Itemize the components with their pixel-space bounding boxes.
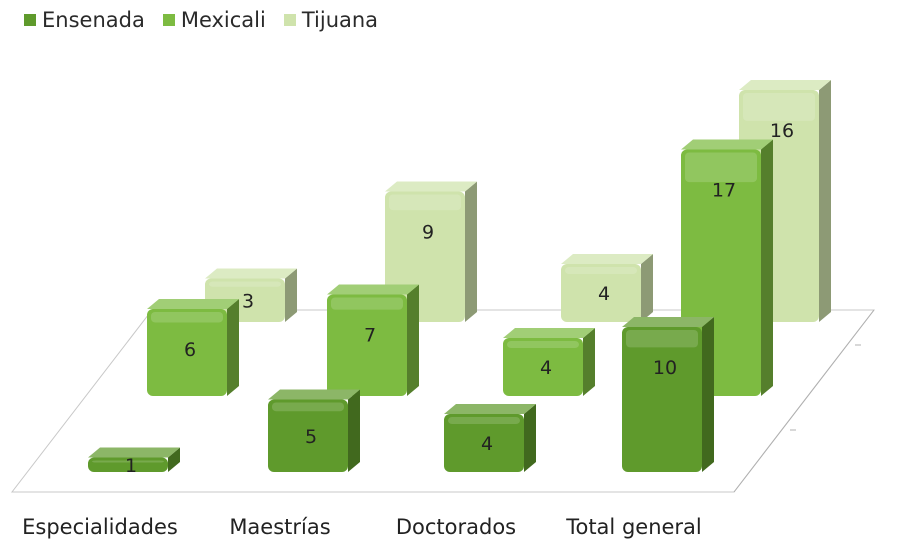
legend-item-ensenada: Ensenada [24,8,145,32]
bar-ensenada-2-side [524,404,536,472]
bar-ensenada-0-side [168,447,180,472]
bar-mexicali-0-label: 6 [184,339,196,361]
legend-item-tijuana: Tijuana [283,8,379,32]
bar-mexicali-1-side [407,284,419,396]
bar-mexicali-0-top [147,299,239,309]
bar-ensenada-1-top [268,389,360,400]
bar-ensenada-2: 4 [444,404,536,472]
bar-mexicali-3-side [761,139,773,396]
bar-ensenada-2-top [444,404,536,414]
bar-ensenada-3-front [622,327,702,472]
bar-mexicali-3-highlight [685,152,757,183]
bar-mexicali-0: 6 [147,299,239,396]
bar-tijuana-2-side [641,254,653,322]
bar-mexicali-1: 7 [327,284,419,396]
bar-mexicali-1-front [327,294,407,396]
depth-axis-line [733,309,875,493]
bar-mexicali-1-top [327,284,419,295]
bar-tijuana-3-top [739,80,831,90]
bar-mexicali-2-top [503,328,595,338]
bar-tijuana-1-highlight [389,194,461,211]
bar-ensenada-0-top [88,447,180,458]
bar-ensenada-3-side [702,317,714,472]
bar-ensenada-2-front [444,414,524,472]
bar-ensenada-2-highlight [448,417,520,424]
legend-item-mexicali: Mexicali [162,8,266,32]
bar-ensenada-0-label: 1 [125,455,137,477]
bar-tijuana-0-top [205,268,297,279]
bar-mexicali-3-label: 17 [712,180,736,202]
x-tick-label-0: Especialidades [22,515,178,539]
x-tick-label-1: Maestrías [229,515,330,539]
bar-tijuana-1-top [385,181,477,192]
bar-tijuana-1-side [465,181,477,322]
bar-tijuana-0-highlight [209,281,281,287]
x-axis-labels: Especialidades Maestrías Doctorados Total g… [22,515,702,539]
bar-ensenada-0-front [88,457,168,472]
bar-tijuana-3-highlight [743,93,815,121]
bar-ensenada-2-label: 4 [481,433,493,455]
legend-swatch-mexicali [162,14,175,26]
legend-swatch-tijuana [283,14,296,26]
legend: Ensenada Mexicali Tijuana [24,8,378,32]
bar-ensenada-0: 1 [88,447,180,477]
bar-tijuana-2-top [561,254,653,264]
legend-label-tijuana: Tijuana [301,8,379,32]
bar-mexicali-2-side [583,328,595,396]
legend-swatch-ensenada [24,14,36,26]
bar-ensenada-1-label: 5 [305,426,317,448]
bar-tijuana-0-side [285,268,297,322]
bar-ensenada-3-top [622,317,714,327]
legend-label-ensenada: Ensenada [42,8,145,32]
bar-tijuana-1-label: 9 [422,222,434,244]
bar-mexicali-2: 4 [503,328,595,396]
bar-ensenada-1: 5 [268,389,360,472]
bar-ensenada-1-side [348,389,360,472]
bar-tijuana-2: 4 [561,254,653,322]
bar-ensenada-3-label: 10 [653,357,677,379]
bar-mexicali-1-label: 7 [364,325,376,347]
bar-mexicali-0-side [227,299,239,396]
bar-mexicali-0-highlight [151,312,223,323]
x-tick-label-2: Doctorados [396,515,516,539]
bars-group: 3 9 4 16 6 7 4 17 1 5 4 10 [88,80,831,477]
bar-mexicali-0-front [147,309,227,396]
bar-ensenada-0-highlight [92,460,164,463]
bar-tijuana-2-highlight [565,267,637,274]
bar-ensenada-1-front [268,399,348,472]
legend-label-mexicali: Mexicali [180,8,266,32]
x-tick-label-3: Total general [565,515,702,539]
bar-mexicali-3-top [681,139,773,150]
bar-mexicali-2-highlight [507,341,579,348]
bar-ensenada-1-highlight [272,402,344,412]
bar-ensenada-3-highlight [626,330,698,348]
bar-mexicali-2-label: 4 [540,357,552,379]
bar-tijuana-3-side [819,80,831,322]
bar-tijuana-2-label: 4 [598,283,610,305]
bar-tijuana-2-front [561,264,641,322]
bar-ensenada-3: 10 [622,317,714,472]
bar-tijuana-3-label: 16 [770,120,794,142]
bar-tijuana-0-label: 3 [242,290,254,312]
bar-mexicali-2-front [503,338,583,396]
bar-mexicali-1-highlight [331,297,403,310]
